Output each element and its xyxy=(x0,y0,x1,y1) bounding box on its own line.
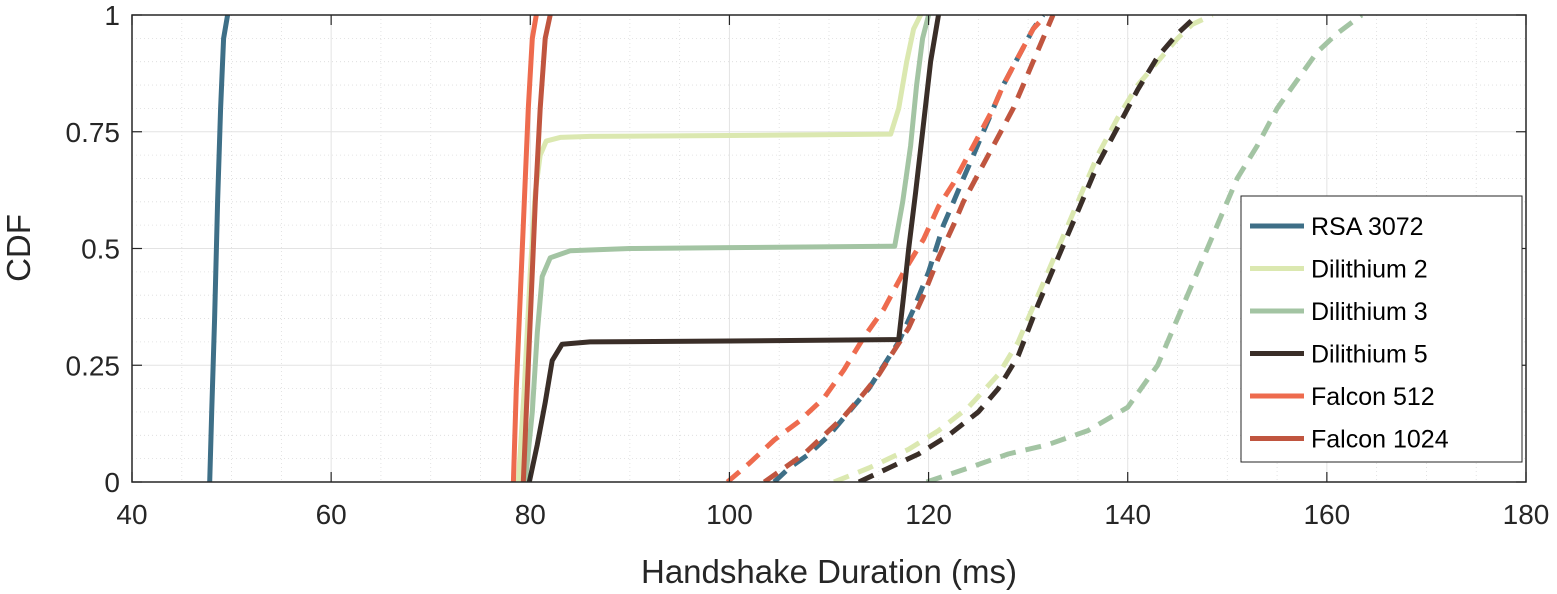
y-tick-label: 0.25 xyxy=(66,350,121,381)
legend-label-dilithium-5: Dilithium 5 xyxy=(1311,341,1428,369)
y-tick-label: 0.5 xyxy=(81,234,120,265)
series-layer xyxy=(207,15,1364,482)
x-tick-label: 180 xyxy=(1503,499,1550,530)
legend-label-dilithium-3: Dilithium 3 xyxy=(1311,298,1428,326)
x-tick-label: 100 xyxy=(706,499,753,530)
y-tick-labels: 0 0.25 0.5 0.75 1 xyxy=(66,0,121,498)
y-tick-label: 0 xyxy=(104,467,120,498)
x-tick-label: 160 xyxy=(1303,499,1350,530)
series-line-dilithium-5-dashed xyxy=(857,15,1200,482)
y-tick-label: 0.75 xyxy=(66,117,121,148)
x-tick-label: 40 xyxy=(116,499,147,530)
series-line-rsa-3072 xyxy=(207,15,231,482)
y-axis-title: CDF xyxy=(0,214,37,282)
x-axis-title: Handshake Duration (ms) xyxy=(641,553,1017,590)
legend-label-falcon-1024: Falcon 1024 xyxy=(1311,426,1449,454)
legend: RSA 3072 Dilithium 2 Dilithium 3 Dilithium … xyxy=(1240,195,1523,463)
x-tick-labels: 40 60 80 100 120 140 160 180 xyxy=(116,499,1549,530)
series-line-dilithium-5 xyxy=(526,15,941,482)
legend-box xyxy=(1240,195,1523,463)
x-tick-label: 120 xyxy=(905,499,952,530)
series-line-falcon-512 xyxy=(510,15,539,482)
y-tick-label: 1 xyxy=(104,0,120,31)
series-line-dilithium-2-dashed xyxy=(833,15,1214,482)
x-tick-label: 140 xyxy=(1104,499,1151,530)
x-tick-label: 60 xyxy=(316,499,347,530)
series-line-falcon-1024 xyxy=(520,15,553,482)
x-tick-label: 80 xyxy=(515,499,546,530)
series-line-dilithium-3-dashed xyxy=(925,15,1364,482)
series-line-falcon-1024-dashed xyxy=(762,15,1056,482)
series-line-falcon-512-dashed xyxy=(725,15,1048,482)
series-line-dilithium-3 xyxy=(522,15,932,482)
legend-label-falcon-512: Falcon 512 xyxy=(1311,383,1435,411)
legend-label-rsa-3072: RSA 3072 xyxy=(1311,213,1424,241)
legend-label-dilithium-2: Dilithium 2 xyxy=(1311,256,1428,284)
axis-ticks xyxy=(131,14,1527,483)
